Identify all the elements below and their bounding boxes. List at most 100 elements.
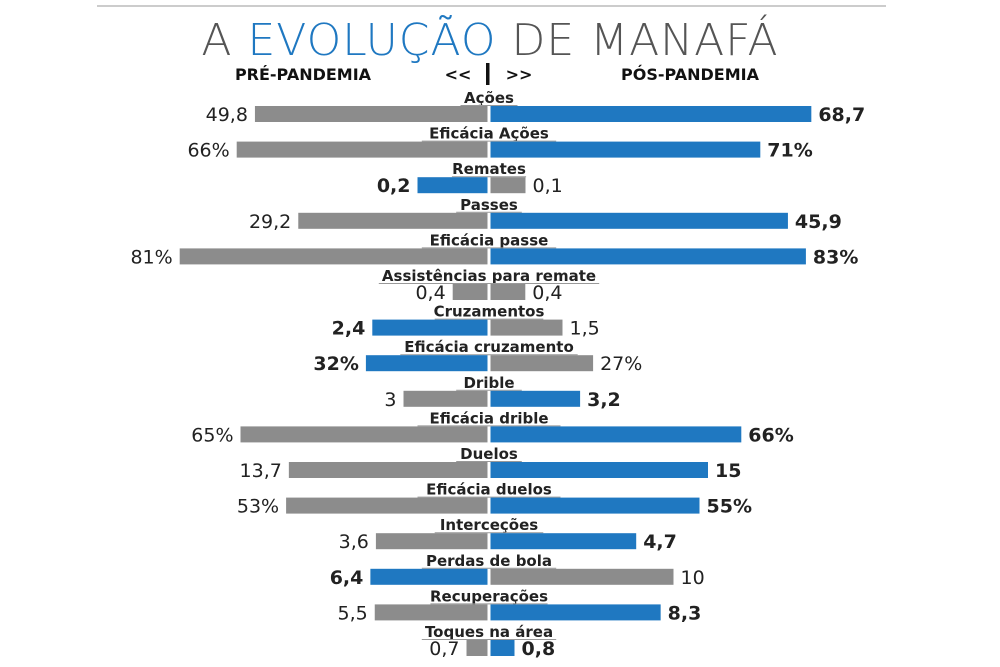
chart-row: Eficácia drible 65% 66%: [191, 409, 794, 446]
bar-pre-pandemia: [375, 533, 488, 550]
right-arrow: >>: [506, 65, 533, 84]
value-label-pre-pandemia: 3: [384, 389, 396, 411]
bar-pre-pandemia: [365, 355, 488, 372]
value-label-pre-pandemia: 6,4: [330, 567, 364, 589]
value-label-pre-pandemia: 0,2: [377, 175, 411, 197]
value-label-pos-pandemia: 15: [715, 460, 741, 482]
category-label: Eficácia duelos: [426, 481, 552, 499]
category-label: Eficácia cruzamento: [404, 338, 574, 356]
category-label: Ações: [464, 89, 514, 107]
chart-row: Ações 49,8 68,7: [206, 89, 866, 126]
bar-pos-pandemia: [490, 640, 515, 656]
bar-pos-pandemia: [490, 533, 637, 550]
bar-pos-pandemia: [490, 248, 806, 265]
value-label-pos-pandemia: 4,7: [643, 531, 677, 553]
category-label: Drible: [463, 374, 514, 392]
chart-row: Interceções 3,6 4,7: [339, 516, 677, 553]
value-label-pos-pandemia: 10: [681, 567, 705, 589]
bar-pos-pandemia: [490, 604, 661, 621]
bar-pos-pandemia: [490, 426, 742, 443]
value-label-pre-pandemia: 66%: [187, 140, 229, 162]
category-label: Recuperações: [430, 587, 548, 605]
bar-pre-pandemia: [403, 390, 488, 407]
value-label-pos-pandemia: 8,3: [668, 602, 702, 624]
value-label-pos-pandemia: 0,1: [533, 175, 563, 197]
chart-row: Perdas de bola 6,4 10: [330, 552, 705, 589]
bar-pos-pandemia: [490, 177, 526, 194]
chart-row: Eficácia Ações 66% 71%: [187, 125, 812, 162]
value-label-pos-pandemia: 66%: [748, 424, 793, 446]
value-label-pre-pandemia: 5,5: [338, 602, 368, 624]
left-header: PRÉ-PANDEMIA: [235, 65, 372, 84]
value-label-pos-pandemia: 83%: [813, 246, 858, 268]
value-label-pos-pandemia: 1,5: [570, 318, 600, 340]
bar-pos-pandemia: [490, 462, 708, 478]
bar-pos-pandemia: [490, 284, 526, 300]
bar-pos-pandemia: [490, 390, 581, 407]
bar-pre-pandemia: [236, 141, 488, 158]
chart-row: Cruzamentos 2,4 1,5: [332, 303, 600, 340]
category-label: Passes: [460, 196, 518, 214]
bar-pre-pandemia: [466, 640, 488, 656]
category-label: Perdas de bola: [426, 552, 552, 570]
value-label-pos-pandemia: 71%: [767, 140, 812, 162]
bar-pre-pandemia: [240, 426, 488, 443]
category-label: Interceções: [440, 516, 538, 534]
value-label-pre-pandemia: 13,7: [240, 460, 282, 482]
bar-pos-pandemia: [490, 212, 788, 229]
bar-pre-pandemia: [288, 462, 488, 478]
value-label-pos-pandemia: 55%: [707, 496, 752, 518]
chart-row: Duelos 13,7 15: [240, 445, 742, 482]
bar-pre-pandemia: [372, 319, 488, 336]
center-marker: [486, 63, 490, 85]
category-label: Eficácia passe: [430, 231, 549, 249]
chart-row: Passes 29,2 45,9: [249, 196, 842, 233]
category-label: Eficácia Ações: [429, 125, 549, 143]
bar-pre-pandemia: [254, 106, 488, 122]
chart-row: Eficácia cruzamento 32% 27%: [313, 338, 642, 375]
bar-pre-pandemia: [417, 177, 488, 194]
bar-pre-pandemia: [298, 212, 488, 229]
value-label-pre-pandemia: 81%: [130, 246, 172, 268]
value-label-pos-pandemia: 68,7: [818, 104, 865, 126]
value-label-pre-pandemia: 32%: [313, 353, 358, 375]
bar-pos-pandemia: [490, 319, 563, 336]
value-label-pre-pandemia: 49,8: [206, 104, 248, 126]
chart-row: Recuperações 5,5 8,3: [338, 587, 702, 624]
value-label-pos-pandemia: 0,8: [522, 638, 556, 660]
right-header: PÓS-PANDEMIA: [621, 65, 760, 84]
value-label-pre-pandemia: 0,7: [429, 638, 459, 660]
chart-row: Eficácia passe 81% 83%: [130, 231, 858, 268]
bar-pre-pandemia: [452, 284, 488, 300]
category-label: Toques na área: [425, 623, 553, 641]
value-label-pos-pandemia: 27%: [600, 353, 642, 375]
bar-pos-pandemia: [490, 497, 700, 514]
title-part: EVOLUÇÃO: [248, 14, 497, 66]
title-part: DE MANAFÁ: [496, 13, 778, 66]
value-label-pre-pandemia: 2,4: [332, 318, 366, 340]
value-label-pre-pandemia: 3,6: [339, 531, 369, 553]
value-label-pre-pandemia: 0,4: [415, 282, 445, 304]
bar-pos-pandemia: [490, 141, 761, 158]
value-label-pre-pandemia: 65%: [191, 424, 233, 446]
bar-pos-pandemia: [490, 568, 674, 585]
category-label: Duelos: [460, 445, 518, 463]
category-label: Assistências para remate: [382, 267, 596, 285]
bar-pre-pandemia: [286, 497, 488, 514]
bar-pos-pandemia: [490, 355, 594, 372]
title-part: A: [201, 15, 247, 66]
bar-pre-pandemia: [374, 604, 488, 621]
bar-pos-pandemia: [490, 106, 812, 122]
category-label: Remates: [452, 160, 526, 178]
category-label: Cruzamentos: [434, 303, 545, 321]
value-label-pos-pandemia: 45,9: [795, 211, 842, 233]
chart-row: Drible 3 3,2: [384, 374, 620, 411]
value-label-pre-pandemia: 29,2: [249, 211, 291, 233]
value-label-pre-pandemia: 53%: [237, 496, 279, 518]
value-label-pos-pandemia: 3,2: [587, 389, 621, 411]
left-arrow: <<: [445, 65, 472, 84]
bar-pre-pandemia: [370, 568, 488, 585]
